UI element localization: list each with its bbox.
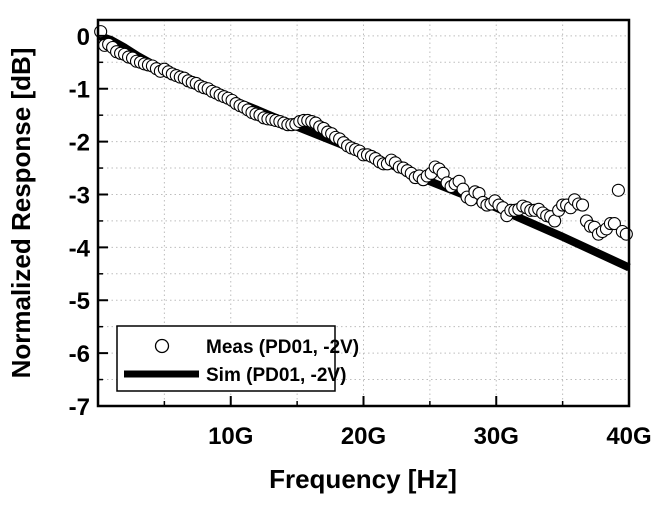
- y-tick-label: -2: [69, 130, 90, 157]
- legend-label-meas: Meas (PD01, -2V): [206, 337, 359, 358]
- y-tick-label: -3: [69, 182, 90, 209]
- meas-point: [611, 183, 625, 197]
- meas-point: [575, 198, 590, 212]
- x-tick-label: 30G: [474, 423, 519, 450]
- y-tick-label: -4: [69, 235, 91, 262]
- y-tick-label: -6: [69, 341, 90, 368]
- legend: Meas (PD01, -2V) Sim (PD01, -2V): [116, 325, 359, 392]
- y-tick-label: 0: [77, 24, 90, 51]
- legend-marker-meas: [154, 338, 170, 354]
- meas-series: [94, 25, 633, 241]
- y-tick-label: -5: [69, 288, 90, 315]
- grid-lines: [98, 20, 629, 406]
- x-tick-label: 20G: [341, 423, 386, 450]
- y-axis-label: Normalized Response [dB]: [6, 48, 36, 379]
- legend-box: [116, 325, 336, 392]
- meas-point: [607, 217, 621, 231]
- legend-label-sim: Sim (PD01, -2V): [206, 365, 346, 386]
- tick-marks: [98, 34, 630, 407]
- x-axis-label: Frequency [Hz]: [269, 464, 457, 494]
- x-tick-label: 10G: [208, 423, 253, 450]
- x-tick-label: 40G: [606, 423, 651, 450]
- tick-labels: 10G 20G 30G 40G 0 -1 -2 -3 -4 -5 -6 -7: [69, 24, 652, 450]
- y-tick-label: -1: [69, 77, 90, 104]
- meas-point: [619, 227, 633, 241]
- y-tick-label: -7: [69, 394, 90, 421]
